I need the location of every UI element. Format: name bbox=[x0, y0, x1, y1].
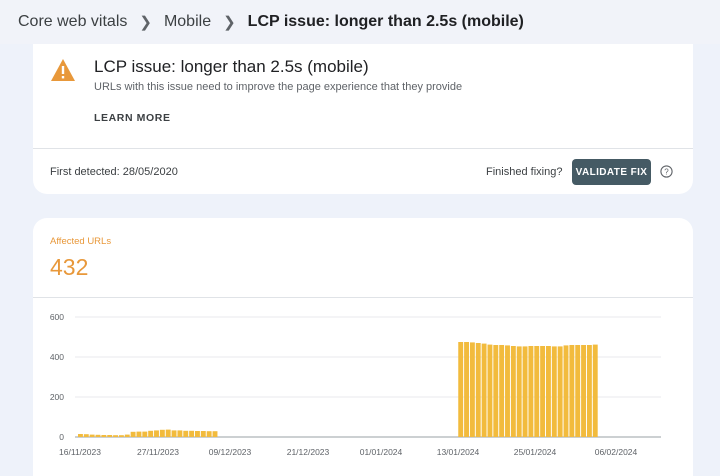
breadcrumb-current: LCP issue: longer than 2.5s (mobile) bbox=[247, 13, 524, 30]
x-tick-label: 27/11/2023 bbox=[137, 447, 179, 457]
bar[interactable] bbox=[499, 345, 505, 437]
bar[interactable] bbox=[130, 431, 136, 437]
validate-fix-button[interactable]: VALIDATE FIX bbox=[572, 159, 651, 185]
y-tick-label: 600 bbox=[50, 312, 64, 322]
bar[interactable] bbox=[569, 345, 575, 437]
bar[interactable] bbox=[581, 345, 586, 437]
bar[interactable] bbox=[171, 430, 177, 437]
learn-more-link[interactable]: LEARN MORE bbox=[94, 112, 171, 124]
x-tick-label: 21/12/2023 bbox=[287, 447, 330, 457]
bar[interactable] bbox=[195, 431, 200, 437]
x-tick-label: 06/02/2024 bbox=[595, 447, 638, 457]
bar[interactable] bbox=[212, 431, 218, 437]
bar[interactable] bbox=[136, 431, 142, 437]
bar[interactable] bbox=[493, 345, 499, 437]
y-tick-label: 400 bbox=[50, 352, 64, 362]
breadcrumb-core-web-vitals[interactable]: Core web vitals bbox=[18, 13, 128, 30]
y-tick-label: 0 bbox=[59, 432, 64, 442]
x-tick-label: 25/01/2024 bbox=[514, 447, 557, 457]
bar[interactable] bbox=[142, 431, 148, 437]
chevron-right-icon: ❯ bbox=[223, 14, 236, 31]
bar[interactable] bbox=[563, 345, 569, 437]
bar[interactable] bbox=[510, 346, 516, 437]
divider bbox=[33, 297, 693, 298]
bar[interactable] bbox=[95, 434, 101, 437]
affected-urls-count: 432 bbox=[50, 254, 89, 280]
bar[interactable] bbox=[113, 435, 118, 437]
bar[interactable] bbox=[505, 345, 510, 437]
bar[interactable] bbox=[557, 346, 563, 437]
breadcrumb-mobile[interactable]: Mobile bbox=[163, 13, 212, 30]
issue-title: LCP issue: longer than 2.5s (mobile) bbox=[94, 57, 369, 76]
bar[interactable] bbox=[551, 346, 557, 437]
bar[interactable] bbox=[78, 434, 83, 437]
first-detected-text: First detected: 28/05/2020 bbox=[50, 166, 178, 178]
issue-description: URLs with this issue need to improve the… bbox=[94, 81, 463, 93]
affected-urls-card: Affected URLs 432 0 200 400 600 16/11/2023 27… bbox=[33, 218, 693, 476]
bar[interactable] bbox=[118, 435, 124, 437]
svg-text:?: ? bbox=[664, 168, 669, 177]
warning-icon bbox=[51, 59, 75, 81]
bar[interactable] bbox=[206, 431, 212, 437]
affected-urls-label: Affected URLs bbox=[50, 236, 112, 247]
help-circle-icon[interactable]: ? bbox=[660, 165, 673, 178]
bar[interactable] bbox=[586, 345, 592, 437]
affected-urls-chart: 0 200 400 600 16/11/2023 27/11/2023 09/12/2023… bbox=[50, 312, 661, 457]
bar[interactable] bbox=[189, 430, 195, 437]
bar[interactable] bbox=[540, 346, 546, 437]
bar[interactable] bbox=[124, 434, 130, 437]
bar[interactable] bbox=[522, 346, 528, 437]
bar[interactable] bbox=[546, 346, 551, 437]
bar[interactable] bbox=[516, 346, 522, 437]
bar[interactable] bbox=[107, 435, 113, 437]
x-tick-label: 13/01/2024 bbox=[437, 447, 480, 457]
bar[interactable] bbox=[464, 342, 469, 437]
chevron-right-icon: ❯ bbox=[139, 14, 152, 31]
bar[interactable] bbox=[481, 343, 487, 437]
bar[interactable] bbox=[469, 342, 475, 437]
bar[interactable] bbox=[528, 346, 534, 437]
bar[interactable] bbox=[101, 435, 107, 437]
bar[interactable] bbox=[177, 430, 183, 437]
finished-fixing-label: Finished fixing? bbox=[486, 166, 563, 178]
breadcrumb: Core web vitals ❯ Mobile ❯ LCP issue: lo… bbox=[0, 0, 720, 44]
bar[interactable] bbox=[487, 344, 493, 437]
bar[interactable] bbox=[592, 344, 598, 437]
bar[interactable] bbox=[83, 434, 89, 437]
bar[interactable] bbox=[575, 345, 581, 437]
bar[interactable] bbox=[200, 431, 206, 437]
bar[interactable] bbox=[165, 429, 171, 437]
bar[interactable] bbox=[475, 343, 481, 437]
y-tick-label: 200 bbox=[50, 392, 64, 402]
bar[interactable] bbox=[534, 346, 540, 437]
bar[interactable] bbox=[89, 434, 95, 437]
bar[interactable] bbox=[154, 430, 159, 437]
x-tick-label: 01/01/2024 bbox=[360, 447, 403, 457]
bar[interactable] bbox=[159, 429, 165, 437]
bar[interactable] bbox=[183, 430, 189, 437]
issue-card: LCP issue: longer than 2.5s (mobile) URL… bbox=[33, 44, 693, 194]
x-tick-label: 09/12/2023 bbox=[209, 447, 252, 457]
x-tick-label: 16/11/2023 bbox=[59, 447, 101, 457]
bar[interactable] bbox=[148, 430, 154, 437]
divider bbox=[33, 148, 693, 149]
bar[interactable] bbox=[458, 342, 464, 437]
